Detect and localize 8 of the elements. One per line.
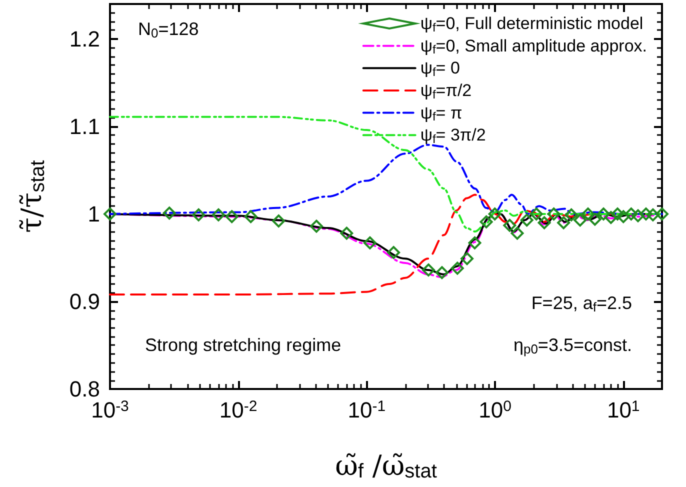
y-tick-label: 0.9 bbox=[69, 289, 100, 314]
y-tick-label: 1.2 bbox=[69, 26, 100, 52]
y-axis-title: τ̃/τ̃stat bbox=[15, 160, 49, 233]
y-tick-label: 0.8 bbox=[69, 376, 100, 402]
x-axis-title: ω̃f /ω̃stat bbox=[335, 448, 438, 483]
annotation: Strong stretching regime bbox=[145, 335, 342, 355]
y-tick-label: 1 bbox=[88, 202, 100, 226]
y-tick-label: 1.1 bbox=[69, 114, 100, 139]
